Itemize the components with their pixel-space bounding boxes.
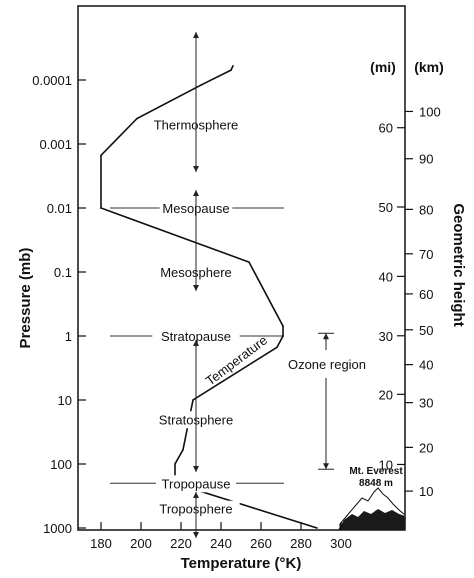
- y-tick-label: 0.1: [54, 265, 72, 280]
- temperature-point: [248, 261, 250, 263]
- y-tick-label: 1: [65, 329, 72, 344]
- mi-tick-label: 10: [379, 457, 393, 472]
- km-tick-label: 30: [419, 396, 433, 411]
- mi-tick-label: 30: [379, 329, 393, 344]
- temperature-point: [100, 154, 102, 157]
- temperature-point: [100, 207, 102, 209]
- boundary-label-stratopause-bg: [152, 328, 240, 345]
- boundary-label-tropopause: Tropopause: [162, 476, 231, 491]
- temperature-point: [282, 335, 284, 337]
- temperature-point: [282, 325, 284, 327]
- mountain-everest-icon: [338, 487, 406, 531]
- temperature-point: [174, 463, 176, 465]
- thermosphere-arrow-head-down: [193, 166, 199, 172]
- y-axis-title: Pressure (mb): [17, 248, 34, 349]
- ozone-arrow-down: [323, 463, 329, 470]
- stratosphere-arrow-head-down: [193, 466, 199, 472]
- temperature-curve: [100, 65, 318, 529]
- boundary-label-tropopause-bg: [156, 475, 236, 493]
- everest-name: Mt. Everest: [349, 466, 403, 477]
- mi-tick-label: 40: [379, 269, 393, 284]
- km-unit-label: (km): [414, 59, 444, 75]
- temperature-point: [230, 69, 232, 71]
- y-tick-label: 10: [58, 393, 72, 408]
- stratosphere-arrow-head-up: [193, 340, 199, 346]
- km-tick-label: 60: [419, 287, 433, 302]
- km-tick-label: 70: [419, 247, 433, 262]
- x-tick-label: 220: [170, 536, 192, 551]
- km-tick-label: 90: [419, 152, 433, 167]
- km-tick-label: 80: [419, 202, 433, 217]
- x-tick-label: 280: [290, 536, 312, 551]
- km-tick-label: 10: [419, 484, 433, 499]
- mesosphere-arrow-head-up: [193, 190, 199, 196]
- x-axis-title: Temperature (°K): [181, 555, 302, 572]
- km-tick-label: 20: [419, 440, 433, 455]
- temperature-point: [136, 117, 138, 120]
- ozone-arrow-up: [323, 333, 329, 340]
- x-tick-label: 260: [250, 536, 272, 551]
- temperature-point: [276, 346, 278, 349]
- temperature-point: [232, 65, 234, 67]
- mountain-base: [338, 509, 405, 530]
- mi-tick-label: 50: [379, 200, 393, 215]
- y-tick-label: 1000: [43, 521, 72, 536]
- mi-tick-label: 20: [379, 387, 393, 402]
- temperature-point: [182, 449, 184, 451]
- km-tick-label: 40: [419, 358, 433, 373]
- everest-height: 8848 m: [359, 478, 393, 489]
- temperature-point: [192, 399, 194, 401]
- y-tick-label: 100: [50, 457, 72, 472]
- ozone-region-label: Ozone region: [288, 357, 366, 372]
- x-tick-label: 300: [330, 536, 352, 551]
- mesosphere-arrow-head-down: [193, 285, 199, 291]
- troposphere-arrow-head-up: [193, 492, 199, 498]
- mi-tick-label: 60: [379, 121, 393, 136]
- y-tick-label: 0.0001: [32, 73, 72, 88]
- x-tick-label: 200: [130, 536, 152, 551]
- temperature-point: [200, 84, 202, 86]
- right-axis-title: Geometric height: [450, 203, 467, 326]
- thermosphere-arrow-head-up: [193, 32, 199, 38]
- km-tick-label: 50: [419, 323, 433, 338]
- mi-unit-label: (mi): [370, 59, 396, 75]
- y-tick-label: 0.001: [39, 137, 72, 152]
- x-tick-label: 180: [90, 536, 112, 551]
- y-tick-label: 0.01: [47, 201, 72, 216]
- troposphere-arrow-head-down: [193, 532, 199, 538]
- x-tick-label: 240: [210, 536, 232, 551]
- temperature-point: [316, 527, 318, 529]
- km-tick-label: 100: [419, 104, 441, 119]
- boundary-label-stratopause: Stratopause: [161, 329, 231, 344]
- plot-frame: [77, 5, 406, 531]
